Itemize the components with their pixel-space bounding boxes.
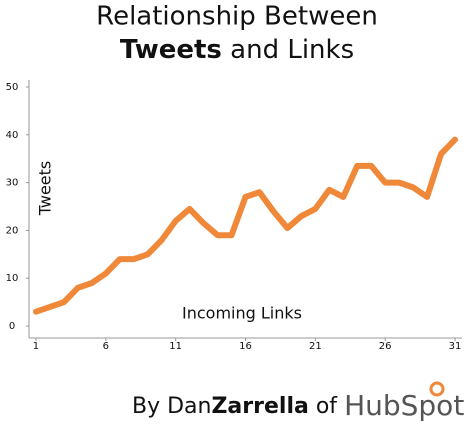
x-tick-label: 21 — [309, 341, 322, 352]
title-bold: Tweets — [120, 35, 222, 65]
x-tick-label: 26 — [379, 341, 392, 352]
chart-title-line2: Tweets and Links — [120, 35, 354, 65]
title-rest: and Links — [230, 35, 354, 65]
y-tick-label: 20 — [6, 225, 19, 236]
x-tick-label: 1 — [33, 341, 39, 352]
x-tick-label: 31 — [449, 341, 462, 352]
y-tick-label: 50 — [6, 82, 19, 93]
data-line — [32, 136, 459, 315]
credit-by: By Dan — [132, 394, 211, 419]
y-tick-label: 30 — [6, 178, 19, 189]
x-axis-label: Incoming Links — [182, 304, 302, 323]
x-tick-label: 11 — [169, 341, 182, 352]
credit-of: of — [316, 394, 338, 419]
x-tick-label: 6 — [103, 341, 109, 352]
credit: By DanZarrella of HubSpot — [132, 389, 464, 422]
x-tick-label: 16 — [239, 341, 252, 352]
brand-sprocket — [429, 381, 445, 397]
y-axis-label: Tweets — [36, 161, 55, 217]
y-tick-label: 10 — [6, 273, 19, 284]
chart-title: Relationship Between — [96, 2, 378, 32]
credit-bold: Zarrella — [211, 394, 308, 419]
y-tick-label: 0 — [9, 321, 15, 332]
y-tick-label: 40 — [6, 130, 19, 141]
credit-brand: HubSpot — [344, 389, 464, 422]
